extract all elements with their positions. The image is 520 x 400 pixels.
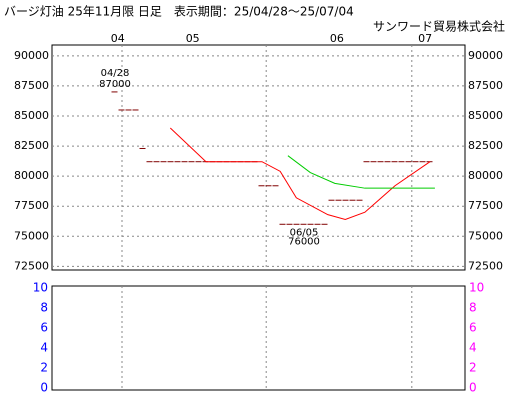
volume-panel: [51, 285, 466, 391]
y2-tick-label: 8: [469, 301, 477, 315]
x-tick-label: 07: [418, 32, 432, 45]
y2-tick-label: 6: [469, 321, 477, 335]
annotation-date: 04/28: [101, 68, 130, 79]
y-tick-label: 4: [40, 341, 48, 355]
x-tick-label: 06: [330, 32, 344, 45]
y2-tick-label: 4: [469, 341, 477, 355]
y-tick-label: 6: [40, 321, 48, 335]
y2-tick-label: 2: [469, 361, 477, 375]
y-tick-label-right: 72500: [468, 259, 503, 272]
moving-average-line: [169, 127, 431, 220]
y2-tick-label: 0: [469, 381, 477, 395]
y-tick-label: 2: [40, 361, 48, 375]
y-tick-label: 85000: [14, 109, 49, 122]
chart-title: バージ灯油 25年11月限 日足 表示期間：25/04/28～25/07/04: [4, 5, 354, 19]
y-tick-label: 10: [33, 281, 48, 295]
y-tick-label: 82500: [14, 139, 49, 152]
y-tick-label-right: 87500: [468, 79, 503, 92]
y-tick-label: 75000: [14, 229, 49, 242]
y-tick-label: 0: [40, 381, 48, 395]
company-name: サンワード貿易株式会社: [373, 19, 505, 34]
y-tick-label: 72500: [14, 259, 49, 272]
y-tick-label: 87500: [14, 79, 49, 92]
annotation-value: 87000: [99, 79, 131, 90]
moving-average-line: [287, 155, 435, 189]
y-tick-label: 80000: [14, 169, 49, 182]
y-tick-label-right: 77500: [468, 199, 503, 212]
y-tick-label: 77500: [14, 199, 49, 212]
y2-tick-label: 10: [469, 281, 484, 295]
annotation-date: 06/05: [290, 227, 319, 238]
y-tick-label: 8: [40, 301, 48, 315]
y-tick-label-right: 80000: [468, 169, 503, 182]
y-tick-label-right: 75000: [468, 229, 503, 242]
x-tick-label: 04: [111, 32, 125, 45]
y-tick-label-right: 82500: [468, 139, 503, 152]
price-panel: [51, 44, 466, 271]
x-tick-label: 05: [186, 32, 200, 45]
y-tick-label-right: 90000: [468, 49, 503, 62]
y-tick-label-right: 85000: [468, 109, 503, 122]
y-tick-label: 90000: [14, 49, 49, 62]
annotation-value: 76000: [288, 236, 320, 247]
